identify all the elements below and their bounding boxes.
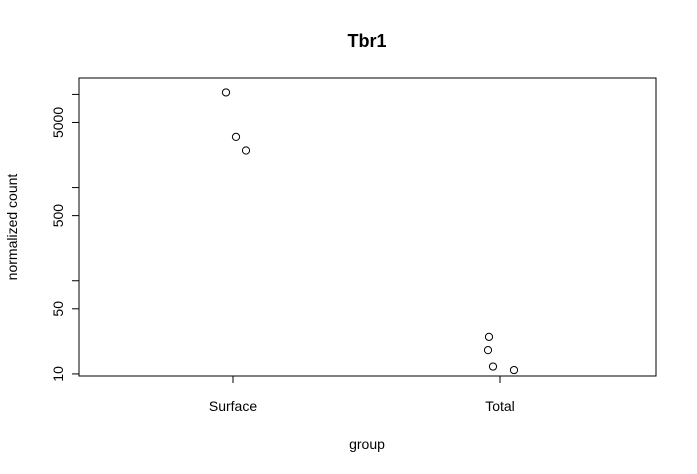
data-point [509, 365, 519, 375]
y-tick-label: 10 [50, 366, 66, 382]
plot-frame [78, 77, 657, 377]
chart-title: Tbr1 [347, 31, 386, 51]
x-axis-label: group [349, 436, 385, 452]
y-tick-label: 500 [50, 204, 66, 228]
x-tick-label: Surface [209, 398, 257, 414]
data-point [221, 88, 231, 97]
data-point [484, 332, 494, 341]
y-tick-label: 5000 [50, 107, 66, 138]
data-point [483, 346, 493, 355]
x-axis: Surface Total [209, 376, 515, 414]
data-point [488, 362, 498, 371]
data-points [221, 88, 519, 375]
x-tick-label: Total [485, 398, 515, 414]
data-point [241, 146, 251, 155]
y-axis: 10 50 500 5000 [50, 93, 79, 382]
y-axis-label: normalized count [4, 174, 20, 281]
y-tick-label: 50 [50, 301, 66, 317]
data-point [231, 132, 241, 141]
